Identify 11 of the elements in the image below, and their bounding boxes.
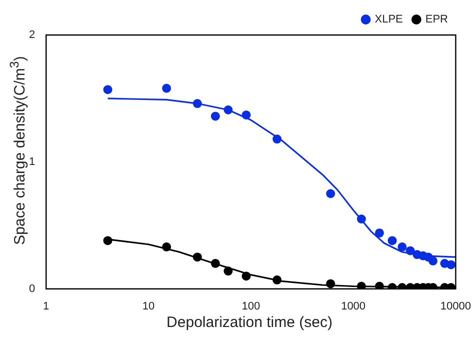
- y-tick-label: 2: [28, 29, 36, 42]
- y-tick-label: 0: [28, 282, 36, 295]
- x-axis-title: Depolarization time (sec): [166, 314, 334, 331]
- legend-label: EPR: [425, 14, 448, 26]
- x-tick-label: 10: [142, 300, 155, 312]
- y-tick-label: 1: [28, 156, 36, 168]
- x-tick-label: 100: [242, 300, 260, 312]
- legend-label: XLPE: [374, 14, 403, 26]
- x-tick-label: 10000: [440, 300, 472, 312]
- x-tick-label: 1000: [341, 300, 366, 312]
- x-tick-label: 1: [43, 300, 50, 312]
